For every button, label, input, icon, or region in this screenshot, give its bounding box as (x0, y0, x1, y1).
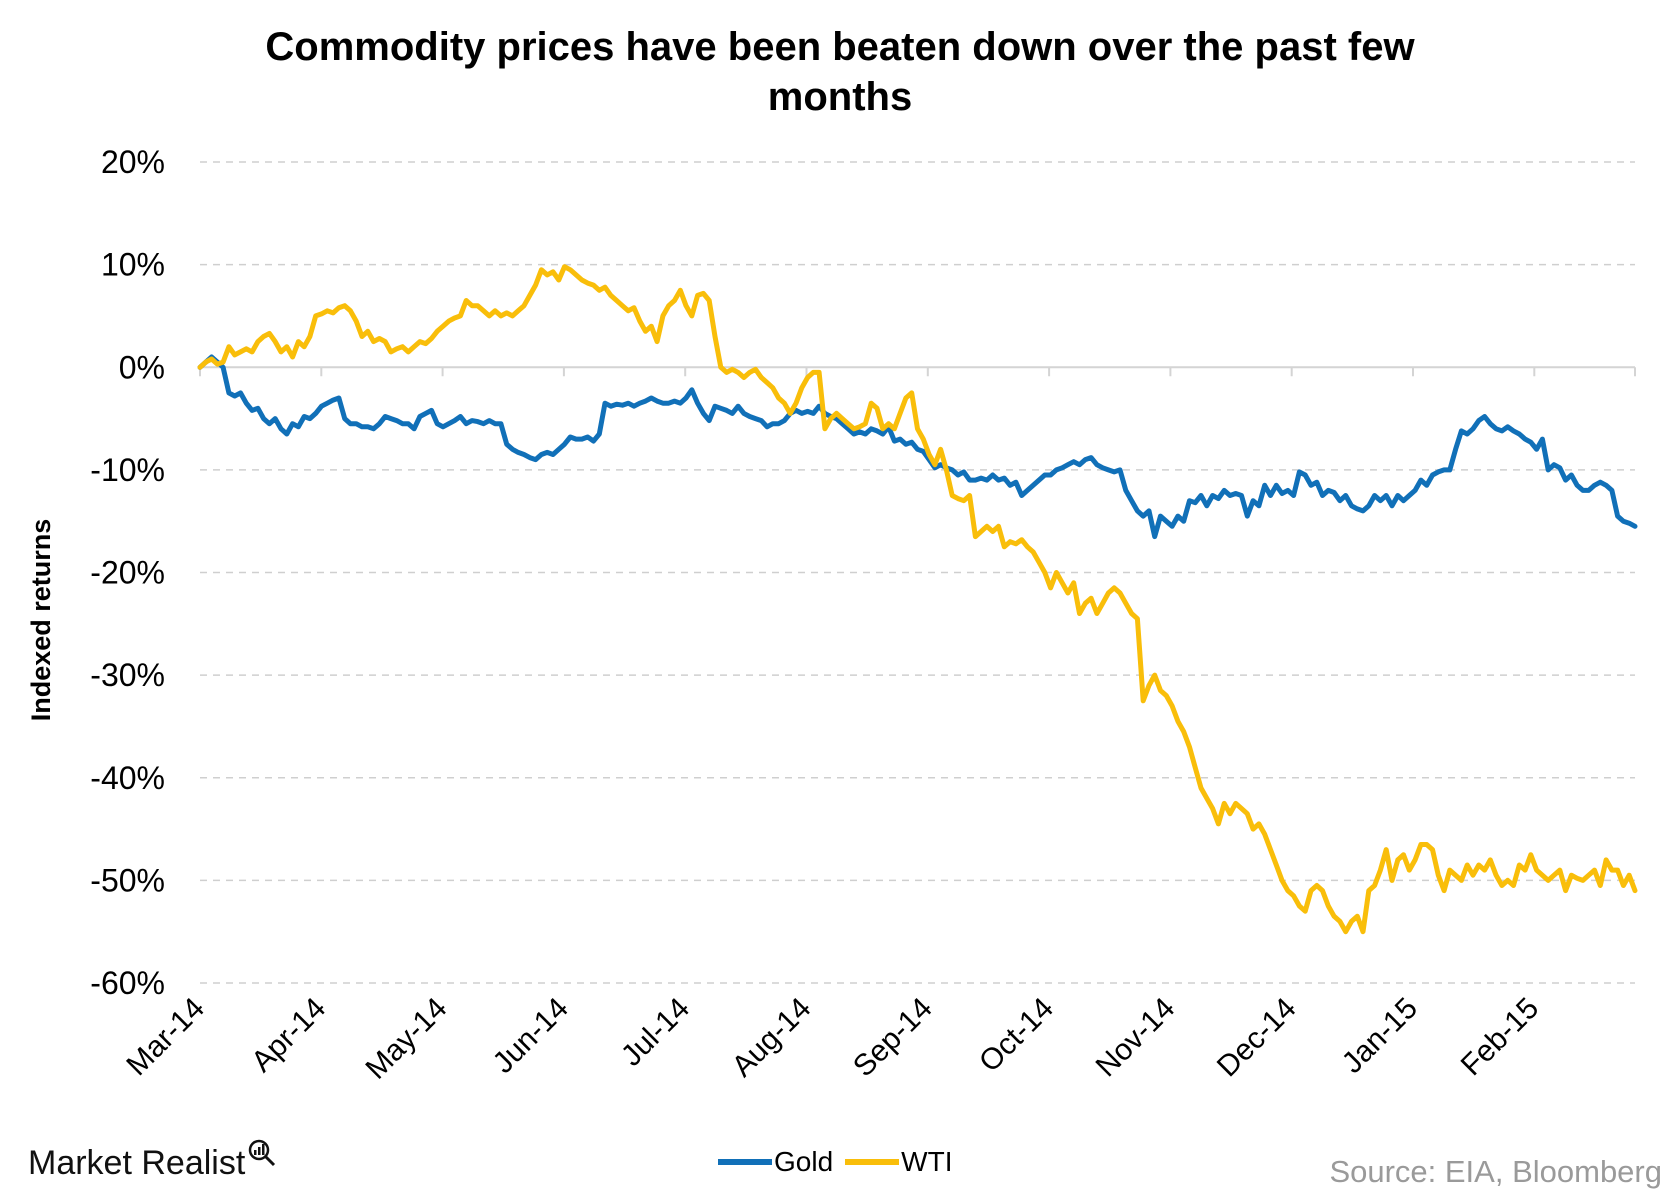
x-tick-label: Apr-14 (245, 992, 332, 1079)
x-axis (199, 366, 1636, 377)
y-axis-tick-labels: 20% 10% 0% -10% -20% -30% -40% -50% -60% (90, 144, 165, 1001)
y-tick-label: -10% (90, 452, 165, 488)
chart-title-line-2: months (767, 75, 913, 119)
x-tick-label: Nov-14 (1090, 992, 1182, 1084)
y-tick-label: -40% (90, 760, 165, 796)
series-lines (197, 264, 1638, 935)
legend-swatch-wti (845, 1159, 900, 1165)
x-tick-label: Feb-15 (1455, 992, 1546, 1083)
x-tick-label: Oct-14 (973, 992, 1060, 1079)
y-axis-label: Indexed returns (26, 519, 56, 722)
x-tick-label: Mar-14 (120, 992, 211, 1083)
legend-item-wti: WTI (845, 1146, 952, 1178)
x-tick-label: Jun-14 (487, 992, 575, 1080)
legend-item-gold: Gold (718, 1146, 833, 1178)
market-realist-logo: Market Realist (28, 1139, 277, 1183)
x-tick-label: Dec-14 (1211, 992, 1303, 1084)
x-tick-label: May-14 (359, 992, 453, 1086)
legend-swatch-gold (718, 1159, 772, 1165)
legend-label-gold: Gold (774, 1146, 834, 1177)
x-tick-label: Jan-15 (1336, 992, 1424, 1080)
x-tick-label: Sep-14 (847, 992, 939, 1084)
legend-label-wti: WTI (901, 1146, 953, 1177)
series-line-wti (197, 264, 1638, 935)
chart-title-line-1: Commodity prices have been beaten down o… (265, 25, 1415, 69)
y-tick-label: -30% (90, 657, 165, 693)
x-tick-label: Jul-14 (615, 992, 696, 1073)
logo-text: Market Realist (28, 1144, 246, 1182)
y-tick-label: -20% (90, 555, 165, 591)
y-tick-label: -50% (90, 862, 165, 898)
y-tick-label: 0% (119, 349, 165, 385)
x-tick-label: Aug-14 (726, 992, 818, 1084)
y-tick-label: -60% (90, 965, 165, 1001)
legend: Gold WTI (718, 1146, 964, 1178)
magnifier-chart-icon (247, 1138, 277, 1177)
gridlines (200, 161, 1635, 984)
chart-title: Commodity prices have been beaten down o… (0, 22, 1680, 122)
y-tick-label: 20% (101, 144, 165, 180)
y-tick-label: 10% (101, 247, 165, 283)
series-line-gold (197, 354, 1638, 540)
source-note: Source: EIA, Bloomberg (1329, 1154, 1662, 1189)
x-axis-tick-labels: Mar-14 Apr-14 May-14 Jun-14 Jul-14 Aug-14 Sep-… (120, 992, 1545, 1086)
